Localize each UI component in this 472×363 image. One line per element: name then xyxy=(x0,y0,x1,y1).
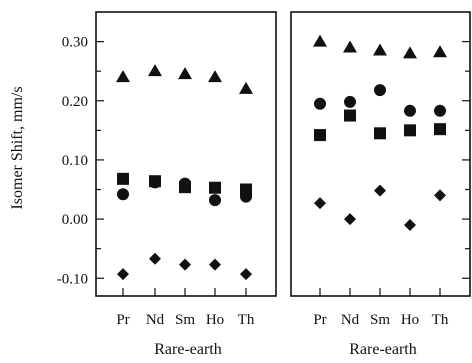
diamond-marker xyxy=(179,258,191,271)
square-marker xyxy=(117,172,129,185)
diamond-marker xyxy=(314,197,326,210)
y-tick-label: 0.20 xyxy=(62,94,88,110)
x-category-label: Sm xyxy=(175,312,195,328)
triangle-marker xyxy=(239,81,253,94)
x-category-label: Ho xyxy=(206,312,224,328)
x-category-label: Nd xyxy=(146,312,165,328)
circle-marker xyxy=(314,97,326,110)
diamond-marker xyxy=(149,252,161,265)
circle-marker xyxy=(404,104,416,117)
square-marker xyxy=(374,127,386,140)
diamond-marker xyxy=(404,219,416,231)
triangle-marker xyxy=(116,70,130,83)
y-axis-title: Isomer Shift, mm/s xyxy=(9,86,26,209)
circle-marker xyxy=(117,188,129,201)
triangle-marker xyxy=(313,34,327,47)
diamond-marker xyxy=(374,184,386,197)
circle-marker xyxy=(209,194,221,207)
left-x-axis-title: Rare-earth xyxy=(154,341,222,358)
triangle-marker xyxy=(148,64,162,77)
diamond-marker xyxy=(240,268,252,281)
triangle-marker xyxy=(433,45,447,58)
y-tick-label: -0.10 xyxy=(57,271,88,287)
triangle-marker xyxy=(373,43,387,56)
y-tick-label: 0.00 xyxy=(62,212,88,228)
x-category-label: Nd xyxy=(341,312,360,328)
diamond-marker xyxy=(434,189,446,202)
circle-marker xyxy=(240,190,252,203)
square-marker xyxy=(434,123,446,136)
circle-marker xyxy=(149,176,161,189)
triangle-marker xyxy=(343,40,357,53)
right-x-axis-title: Rare-earth xyxy=(349,341,417,358)
x-category-label: Pr xyxy=(313,312,326,328)
diamond-marker xyxy=(344,213,356,226)
x-category-label: Sm xyxy=(370,312,390,328)
chart-marks-layer: 0.30 0.20 0.10 0.00 -0.10 Pr Nd Sm Ho Th Pr Nd Sm Ho T… xyxy=(57,34,470,328)
x-category-label: Th xyxy=(432,312,449,328)
circle-marker xyxy=(344,95,356,108)
x-category-label: Ho xyxy=(401,312,419,328)
square-marker xyxy=(209,181,221,194)
circle-marker xyxy=(434,104,446,117)
circle-marker xyxy=(374,84,386,97)
triangle-marker xyxy=(403,46,417,59)
circle-marker xyxy=(179,177,191,190)
x-category-label: Th xyxy=(238,312,255,328)
y-tick-label: 0.30 xyxy=(62,35,88,51)
square-marker xyxy=(314,129,326,142)
triangle-marker xyxy=(178,67,192,80)
square-marker xyxy=(344,109,356,122)
triangle-marker xyxy=(208,70,222,83)
square-marker xyxy=(404,124,416,137)
left-panel-frame xyxy=(95,11,277,297)
diamond-marker xyxy=(209,258,221,271)
diamond-marker xyxy=(117,268,129,281)
y-tick-label: 0.10 xyxy=(62,153,88,169)
x-category-label: Pr xyxy=(116,312,129,328)
